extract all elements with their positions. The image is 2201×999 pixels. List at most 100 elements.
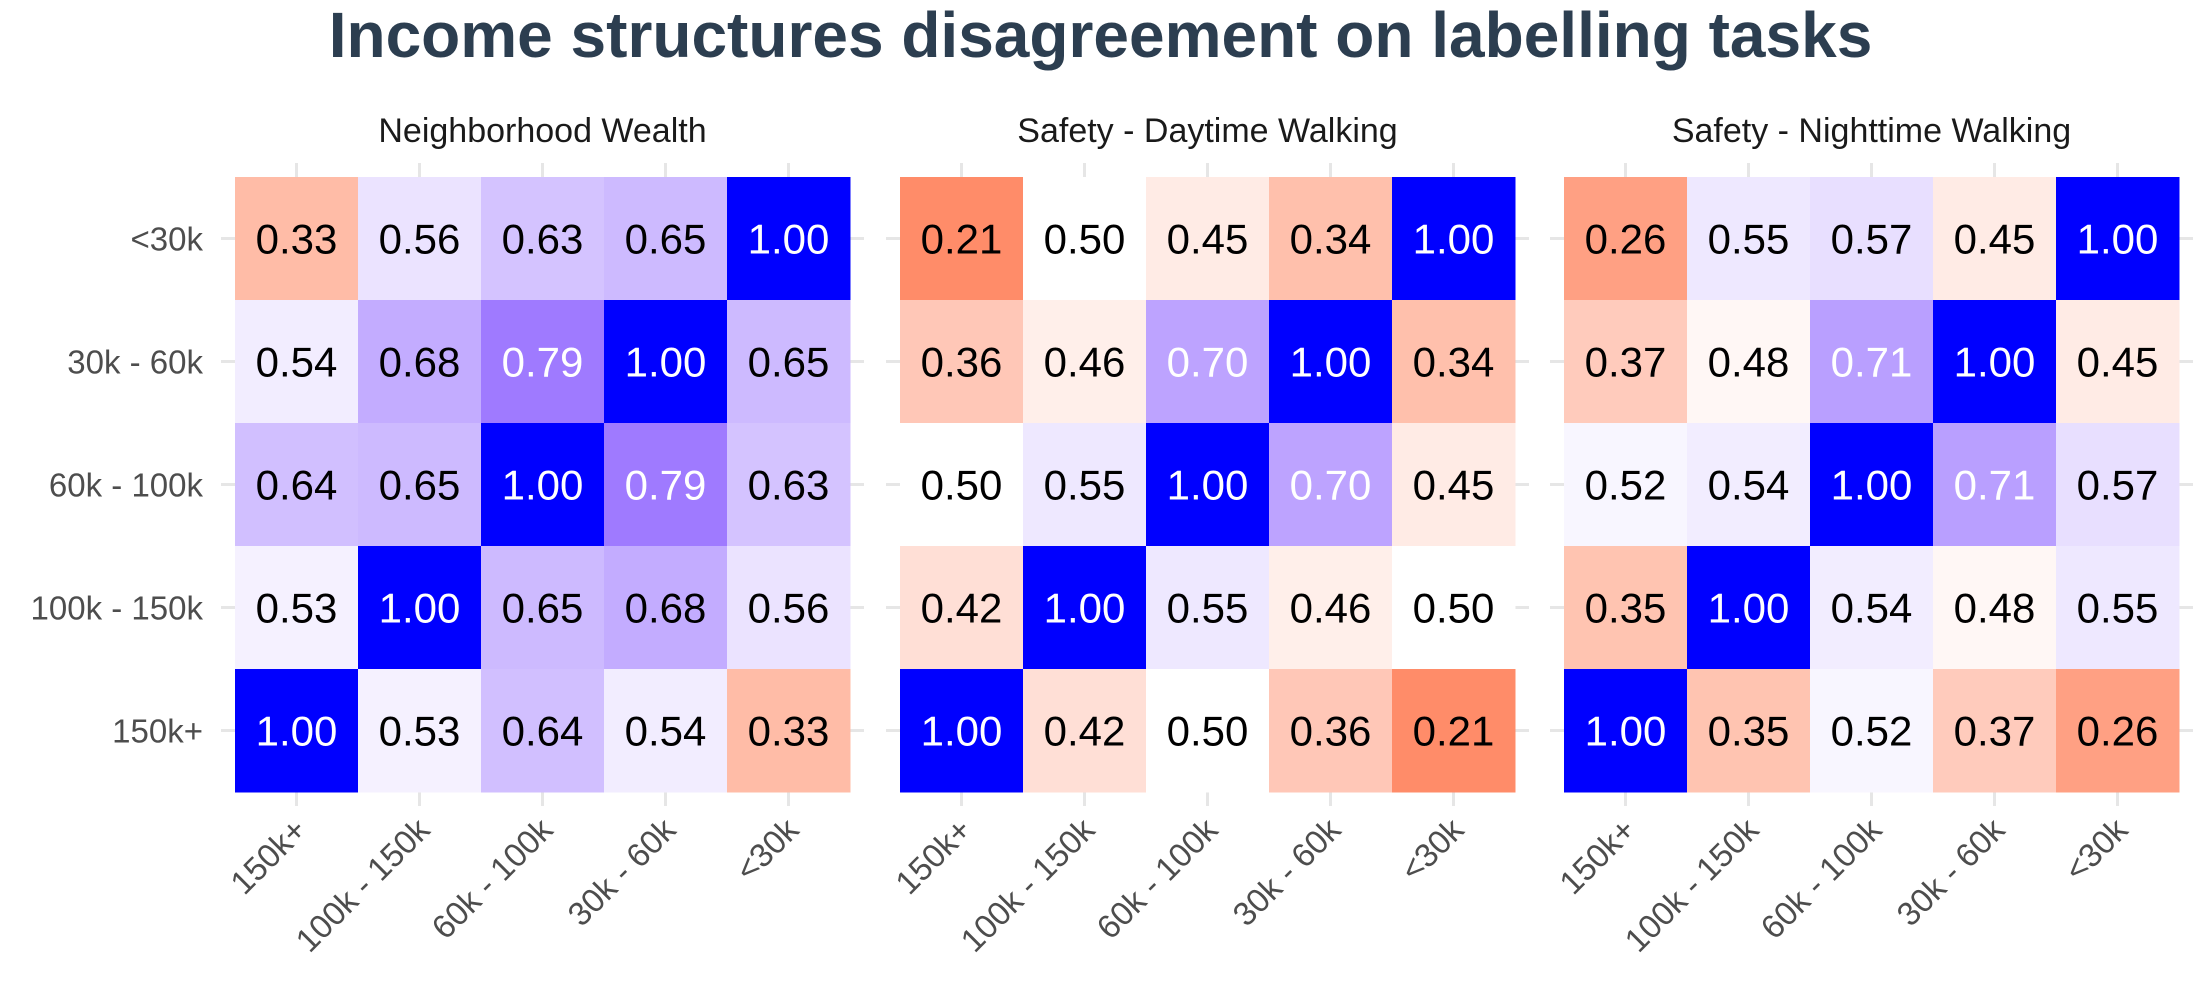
cell-value-label: 0.56 (379, 216, 461, 263)
heatmap-cell (1933, 546, 2057, 670)
heatmap-cell (1269, 669, 1393, 793)
cell-value-label: 0.48 (1708, 339, 1790, 386)
cell-value-label: 0.33 (748, 708, 830, 755)
cell-value-label: 0.50 (1413, 585, 1495, 632)
heatmap-cell (1146, 177, 1270, 301)
heatmap-cell (235, 546, 359, 670)
cell-value-label: 0.65 (748, 339, 830, 386)
cell-value-label: 0.46 (1044, 339, 1126, 386)
x-tick-label: 30k - 60k (1225, 810, 1347, 932)
heatmap-cell (1146, 669, 1270, 793)
heatmap-cell (604, 177, 728, 301)
heatmap-cell (2056, 177, 2180, 301)
cell-value-label: 0.71 (1954, 462, 2036, 509)
cell-value-label: 0.68 (625, 585, 707, 632)
cell-value-label: 1.00 (2077, 216, 2159, 263)
heatmap-cell (1392, 177, 1516, 301)
cell-value-label: 0.50 (1167, 708, 1249, 755)
cell-value-label: 0.35 (1708, 708, 1790, 755)
heatmap-cell (481, 669, 605, 793)
cell-value-label: 0.21 (921, 216, 1003, 263)
cell-value-label: 0.53 (256, 585, 338, 632)
heatmap-cell (1564, 177, 1688, 301)
heatmap-cell (900, 669, 1024, 793)
cell-value-label: 0.68 (379, 339, 461, 386)
panel-title: Safety - Daytime Walking (1017, 112, 1397, 150)
x-tick-label: 30k - 60k (560, 810, 682, 932)
cell-value-label: 0.63 (502, 216, 584, 263)
heatmap-cell (1687, 546, 1811, 670)
heatmap-cell (235, 669, 359, 793)
heatmap-cell (604, 300, 728, 424)
cell-value-label: 1.00 (1831, 462, 1913, 509)
cell-value-label: 1.00 (256, 708, 338, 755)
heatmap-cell (358, 177, 482, 301)
cell-value-label: 0.70 (1290, 462, 1372, 509)
heatmap-cell (358, 423, 482, 547)
cell-value-label: 0.63 (748, 462, 830, 509)
y-tick-label: 150k+ (112, 713, 203, 750)
x-tick-label: 150k+ (223, 811, 313, 901)
cell-value-label: 0.79 (625, 462, 707, 509)
heatmap-cell (1564, 300, 1688, 424)
cell-value-label: 0.37 (1585, 339, 1667, 386)
chart-title: Income structures disagreement on labell… (328, 0, 1873, 71)
heatmap-cell (1810, 546, 1934, 670)
cell-value-label: 0.34 (1413, 339, 1495, 386)
cell-value-label: 1.00 (625, 339, 707, 386)
x-tick-label: 60k - 100k (1089, 810, 1224, 945)
y-tick-label: 30k - 60k (67, 344, 203, 381)
heatmap-cell (2056, 423, 2180, 547)
heatmap-cell (1687, 669, 1811, 793)
cell-value-label: 1.00 (921, 708, 1003, 755)
heatmap-cell (900, 423, 1024, 547)
heatmap-cell (900, 546, 1024, 670)
panel-title: Neighborhood Wealth (378, 112, 706, 150)
cell-value-label: 0.37 (1954, 708, 2036, 755)
x-tick-label: 150k+ (888, 811, 978, 901)
heatmap-cell (1023, 300, 1147, 424)
x-tick-label: 100k - 150k (1617, 810, 1765, 958)
heatmap-cell (358, 546, 482, 670)
heatmap-cell (235, 177, 359, 301)
cell-value-label: 0.55 (1708, 216, 1790, 263)
heatmap-cell (1933, 177, 2057, 301)
heatmap-cell (1146, 300, 1270, 424)
cell-value-label: 1.00 (379, 585, 461, 632)
cell-value-label: 0.54 (625, 708, 707, 755)
heatmap-cell (2056, 546, 2180, 670)
heatmap-cell (604, 423, 728, 547)
cell-value-label: 0.50 (1044, 216, 1126, 263)
cell-value-label: 0.42 (921, 585, 1003, 632)
heatmap-cell (1810, 423, 1934, 547)
heatmap-cell (900, 300, 1024, 424)
heatmap-cell (1392, 300, 1516, 424)
heatmap-cell (481, 546, 605, 670)
cell-value-label: 0.45 (1413, 462, 1495, 509)
heatmap-cell (1269, 423, 1393, 547)
cell-value-label: 0.21 (1413, 708, 1495, 755)
heatmap-cell (1933, 669, 2057, 793)
heatmap-cell (1023, 546, 1147, 670)
cell-value-label: 1.00 (502, 462, 584, 509)
heatmap-panel-2: Safety - Daytime Walking 0.21 0.50 0.45 0.34… (886, 112, 1529, 959)
cell-value-label: 0.36 (1290, 708, 1372, 755)
heatmap-cell (900, 177, 1024, 301)
heatmap-cell (604, 669, 728, 793)
cell-value-label: 0.34 (1290, 216, 1372, 263)
cell-value-label: 0.45 (2077, 339, 2159, 386)
cell-value-label: 0.26 (1585, 216, 1667, 263)
cell-value-label: 0.54 (1831, 585, 1913, 632)
heatmap-cell (481, 423, 605, 547)
heatmap-cell (1146, 423, 1270, 547)
cell-value-label: 0.56 (748, 585, 830, 632)
cell-value-label: 0.48 (1954, 585, 2036, 632)
heatmap-cell (1564, 669, 1688, 793)
cell-value-label: 1.00 (1044, 585, 1126, 632)
cell-value-label: 0.65 (625, 216, 707, 263)
heatmap-cell (1392, 669, 1516, 793)
heatmap-cell (727, 300, 851, 424)
cell-value-label: 0.33 (256, 216, 338, 263)
heatmap-cell (358, 300, 482, 424)
